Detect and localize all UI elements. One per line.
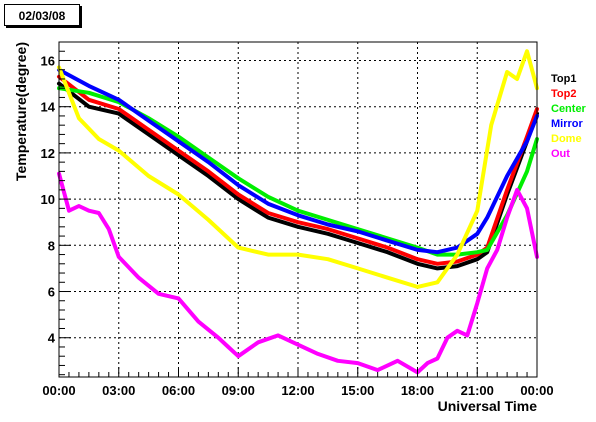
- x-tick-label: 06:00: [162, 383, 195, 398]
- legend-entry-top2: Top2: [551, 88, 576, 100]
- series-line-center: [57, 86, 539, 257]
- y-tick-label: 8: [48, 238, 55, 253]
- x-tick-label: 00:00: [520, 383, 553, 398]
- series-line-dome: [57, 49, 539, 289]
- x-tick-label: 18:00: [401, 383, 434, 398]
- series-lines: [57, 49, 539, 375]
- legend-entry-dome: Dome: [551, 133, 582, 145]
- x-tick-label: 00:00: [42, 383, 75, 398]
- axis-ticks: [58, 41, 538, 377]
- y-tick-label: 6: [48, 285, 55, 300]
- y-tick-label: 12: [41, 146, 55, 161]
- legend-entry-mirror: Mirror: [551, 118, 584, 130]
- x-tick-labels: 00:00 03:00 06:00 09:00 12:00 15:00 18:00 21:00…: [42, 383, 553, 398]
- legend: Top1 Top2 Center Mirror Dome Out: [551, 73, 587, 160]
- legend-entry-out: Out: [551, 148, 570, 160]
- legend-entry-top1: Top1: [551, 73, 576, 85]
- y-axis-title: Temperature(degree): [13, 42, 29, 181]
- x-tick-label: 15:00: [341, 383, 374, 398]
- date-label: 02/03/08: [4, 4, 80, 26]
- y-tick-label: 14: [41, 100, 56, 115]
- x-tick-label: 21:00: [461, 383, 494, 398]
- x-axis-title: Universal Time: [438, 398, 538, 414]
- y-tick-label: 4: [48, 331, 56, 346]
- x-tick-label: 12:00: [281, 383, 314, 398]
- x-tick-label: 03:00: [102, 383, 135, 398]
- y-tick-labels: 4 6 8 10 12 14 16: [41, 53, 56, 345]
- x-tick-label: 09:00: [222, 383, 255, 398]
- series-line-out: [57, 171, 539, 375]
- series-line-top1: [57, 81, 539, 271]
- y-tick-label: 10: [41, 192, 55, 207]
- series-line-mirror: [57, 67, 539, 255]
- y-tick-label: 16: [41, 53, 55, 68]
- legend-entry-center: Center: [551, 103, 587, 115]
